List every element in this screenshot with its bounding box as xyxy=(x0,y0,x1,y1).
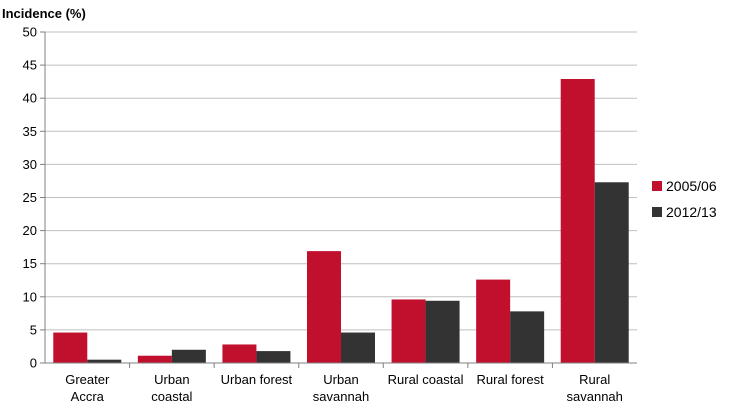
bar-2012-13-1 xyxy=(171,349,206,363)
legend-label: 2012/13 xyxy=(666,204,717,220)
y-axis-ticks: 0 5 10 15 20 25 30 35 40 45 50 xyxy=(23,25,45,371)
y-tick-label: 25 xyxy=(23,190,37,205)
y-tick-label: 10 xyxy=(23,289,37,304)
bar-2012-13-2 xyxy=(256,351,291,363)
axes xyxy=(44,32,637,364)
y-axis-title: Incidence (%) xyxy=(2,6,86,21)
y-tick-label: 20 xyxy=(23,223,37,238)
x-tick-label: Rural coastal xyxy=(388,372,464,387)
x-tick-label: Rural savannah xyxy=(567,372,623,404)
x-tick-label: Rural forest xyxy=(477,372,545,387)
bar-2005-06-2 xyxy=(222,344,257,363)
legend-swatch xyxy=(652,181,662,191)
x-axis-categories: Greater Accra Urban coastal Urban forest Urba… xyxy=(65,363,623,404)
x-tick-label: Urban coastal xyxy=(151,372,192,404)
bar-2005-06-5 xyxy=(476,279,511,363)
bar-2005-06-1 xyxy=(137,355,172,363)
legend-label: 2005/06 xyxy=(666,178,717,194)
y-tick-label: 30 xyxy=(23,157,37,172)
bar-2005-06-6 xyxy=(560,79,595,363)
legend: 2005/06 2012/13 xyxy=(652,178,717,220)
y-tick-label: 40 xyxy=(23,91,37,106)
bar-2012-13-6 xyxy=(594,182,629,363)
bar-2012-13-3 xyxy=(341,332,375,363)
gridlines xyxy=(45,31,637,331)
bar-2005-06-4 xyxy=(391,299,426,363)
bar-2005-06-0 xyxy=(53,332,88,363)
y-tick-label: 15 xyxy=(23,256,37,271)
bars xyxy=(53,79,629,363)
y-tick-label: 35 xyxy=(23,124,37,139)
bar-2012-13-0 xyxy=(87,359,122,363)
bar-2012-13-4 xyxy=(425,300,460,363)
x-tick-label: Greater Accra xyxy=(65,372,110,404)
x-tick-label: Urban forest xyxy=(221,372,293,387)
y-tick-label: 45 xyxy=(23,58,37,73)
bar-2005-06-3 xyxy=(307,251,341,363)
y-tick-label: 5 xyxy=(30,322,37,337)
bar-2012-13-5 xyxy=(510,311,545,363)
x-tick-label: Urban savannah xyxy=(313,372,369,404)
y-tick-label: 0 xyxy=(30,356,37,371)
legend-swatch xyxy=(652,207,662,217)
y-tick-label: 50 xyxy=(23,25,37,40)
